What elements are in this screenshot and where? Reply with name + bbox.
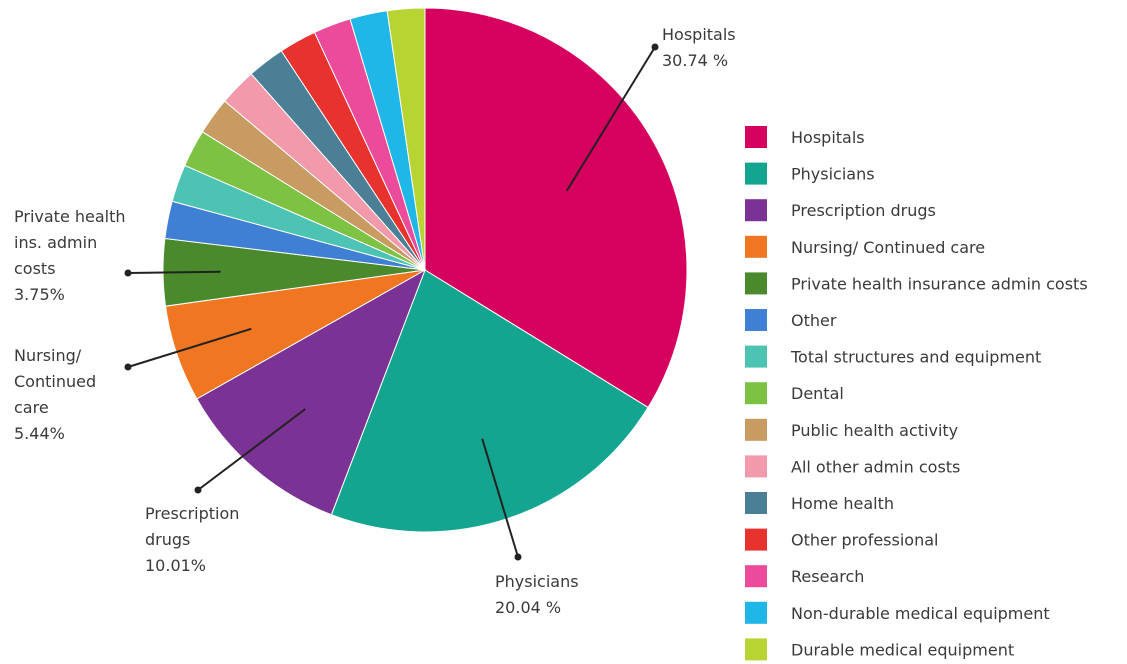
callout-leader-line bbox=[127, 270, 221, 274]
legend-label-physicians: Physicians bbox=[791, 165, 875, 184]
callout-dot bbox=[124, 363, 132, 371]
callout-leader-line bbox=[127, 327, 252, 368]
legend-label-other-professional: Other professional bbox=[791, 531, 938, 550]
legend-label-all-other-admin-costs: All other admin costs bbox=[791, 457, 960, 476]
callout-label-private-health-insurance-admin-costs: Private health bbox=[14, 207, 126, 226]
legend-label-research: Research bbox=[791, 567, 864, 586]
callout-label-hospitals: Hospitals bbox=[662, 25, 736, 44]
legend-label-dental: Dental bbox=[791, 384, 844, 403]
legend-swatch-prescription-drugs bbox=[745, 199, 767, 222]
callout-label-prescription-drugs: 10.01% bbox=[145, 556, 206, 575]
legend-label-private-health-insurance-admin-costs: Private health insurance admin costs bbox=[791, 274, 1088, 293]
slice-physicians bbox=[330, 269, 649, 533]
legend-label-nursing-continued-care: Nursing/ Continued care bbox=[791, 238, 985, 257]
legend-swatch-all-other-admin-costs bbox=[745, 455, 767, 478]
legend-swatch-home-health bbox=[745, 492, 767, 514]
legend-swatch-other bbox=[745, 309, 767, 331]
legend-swatch-durable-medical-equipment bbox=[745, 638, 767, 661]
callout-dot bbox=[194, 486, 202, 494]
callout-leader-line bbox=[197, 408, 306, 491]
callout-label-private-health-insurance-admin-costs: 3.75% bbox=[14, 285, 65, 304]
callout-label-nursing-continued-care: Nursing/ bbox=[14, 346, 82, 365]
callout-label-physicians: 20.04 % bbox=[495, 598, 561, 617]
legend-swatch-total-structures-and-equipment bbox=[745, 345, 767, 368]
legend-swatch-private-health-insurance-admin-costs bbox=[745, 272, 767, 295]
legend-swatch-physicians bbox=[745, 162, 767, 185]
slice-prescription-drugs bbox=[196, 268, 426, 516]
callout-label-prescription-drugs: drugs bbox=[145, 530, 190, 549]
legend-label-non-durable-medical-equipment: Non-durable medical equipment bbox=[791, 604, 1050, 623]
callout-leader-line bbox=[481, 438, 519, 558]
legend-label-other: Other bbox=[791, 311, 837, 330]
pie-slices bbox=[162, 7, 688, 533]
legend-swatch-hospitals bbox=[745, 126, 767, 148]
legend-label-durable-medical-equipment: Durable medical equipment bbox=[791, 640, 1014, 659]
legend-label-home-health: Home health bbox=[791, 494, 894, 513]
callout-dot bbox=[514, 553, 522, 561]
legend-swatch-nursing-continued-care bbox=[745, 235, 767, 258]
callout-label-private-health-insurance-admin-costs: costs bbox=[14, 259, 56, 278]
legend-label-total-structures-and-equipment: Total structures and equipment bbox=[790, 348, 1041, 367]
callout-label-prescription-drugs: Prescription bbox=[145, 504, 239, 523]
callout-label-hospitals: 30.74 % bbox=[662, 51, 728, 70]
callout-label-nursing-continued-care: care bbox=[14, 398, 49, 417]
callout-label-physicians: Physicians bbox=[495, 572, 579, 591]
slice-durable-medical-equipment bbox=[386, 7, 426, 271]
legend-label-public-health-activity: Public health activity bbox=[791, 421, 958, 440]
callout-dot bbox=[651, 43, 659, 51]
slice-hospitals bbox=[424, 7, 688, 409]
legend: Hospitals Physicians Prescription drugs Nur… bbox=[745, 126, 1088, 661]
legend-swatch-dental bbox=[745, 382, 767, 405]
legend-swatch-research bbox=[745, 565, 767, 588]
callout-label-private-health-insurance-admin-costs: ins. admin bbox=[14, 233, 97, 252]
callout-dot bbox=[124, 269, 132, 277]
callout-label-nursing-continued-care: 5.44% bbox=[14, 424, 65, 443]
callout-label-nursing-continued-care: Continued bbox=[14, 372, 96, 391]
callouts: Hospitals 30.74 % Physicians 20.04 % Prescri… bbox=[14, 25, 736, 617]
legend-label-hospitals: Hospitals bbox=[791, 128, 865, 147]
legend-label-prescription-drugs: Prescription drugs bbox=[791, 201, 936, 220]
legend-swatch-other-professional bbox=[745, 528, 767, 551]
legend-swatch-public-health-activity bbox=[745, 418, 767, 441]
callout-leader-line bbox=[565, 46, 656, 192]
legend-swatch-non-durable-medical-equipment bbox=[745, 601, 767, 624]
